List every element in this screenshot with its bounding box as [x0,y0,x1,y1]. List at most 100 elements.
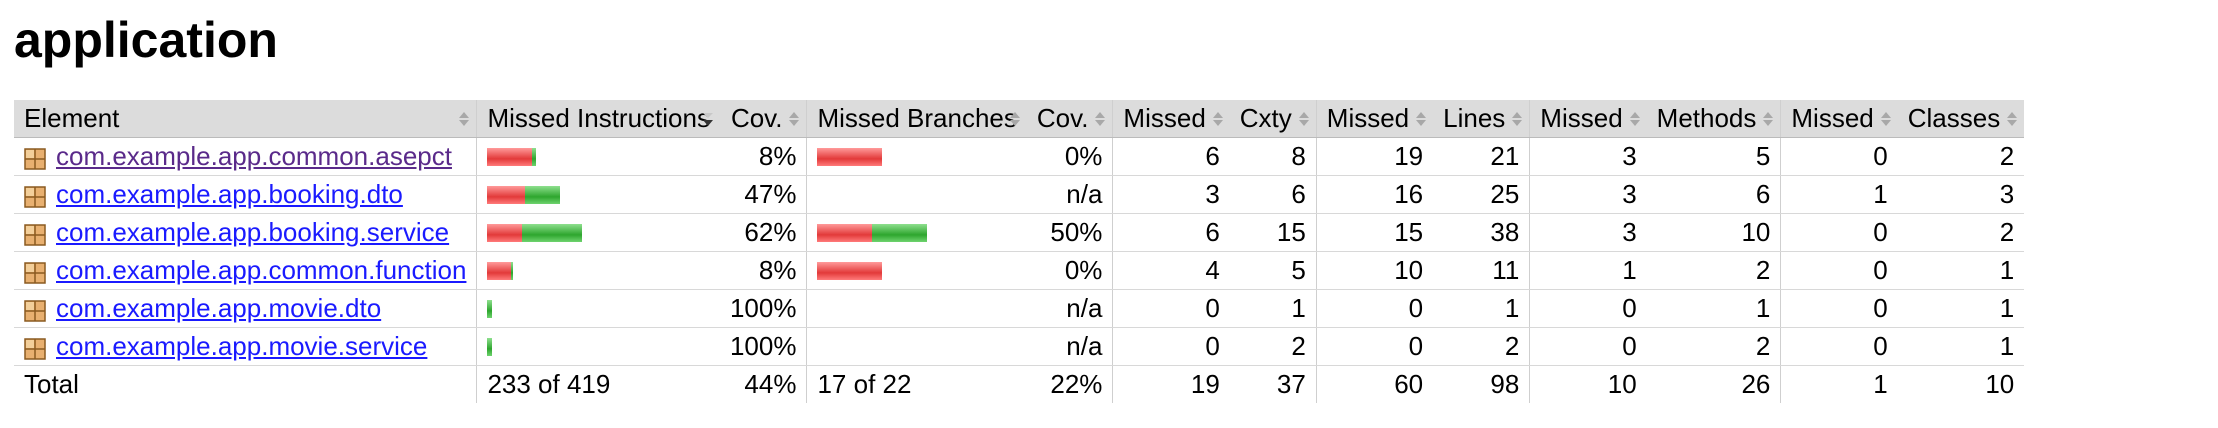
header-missed-instructions-label: Missed Instructions [487,103,710,133]
sort-descending-icon [702,110,714,128]
classes: 2 [1897,137,2025,176]
missed-classes: 0 [1780,213,1898,252]
branches-cov: n/a [1026,175,1113,214]
instructions-missed-bar-segment [487,261,512,280]
package-icon [24,260,46,284]
header-missed-cxty-label: Missed [1123,103,1206,133]
instructions-covered-bar-segment [522,223,583,242]
sort-arrows-icon [1629,110,1641,128]
methods: 1 [1646,289,1781,328]
header-branches-cov[interactable]: Cov. [1026,100,1113,138]
branches-covered-bar-segment [872,223,928,242]
package-icon [24,146,46,170]
lines: 2 [1433,327,1530,366]
branches-coverage-bar [817,261,1016,280]
cxty: 8 [1229,137,1317,176]
instructions-cov: 100% [719,289,807,328]
header-instructions-cov-label: Cov. [730,103,783,133]
header-missed-branches[interactable]: Missed Branches [806,100,1027,138]
instructions-missed-bar-segment [487,223,523,242]
package-link[interactable]: com.example.app.booking.dto [56,179,403,209]
header-classes[interactable]: Classes [1897,100,2025,138]
missed-classes: 0 [1780,289,1898,328]
package-link[interactable]: com.example.app.movie.service [56,331,428,361]
missed-methods: 3 [1529,175,1647,214]
lines: 25 [1433,175,1530,214]
table-row: com.example.app.movie.service 100% n/a 0 2 0 2… [14,327,2025,366]
header-missed-lines[interactable]: Missed [1315,100,1434,138]
classes: 1 [1897,327,2025,366]
sort-arrows-icon [1298,110,1310,128]
total-branches-cov: 22% [1050,369,1103,399]
branches-bar-cell [806,137,1027,176]
missed-cxty: 4 [1112,251,1230,290]
total-missed-classes: 1 [1780,365,1898,403]
missed-cxty: 3 [1112,175,1230,214]
sort-arrows-icon [1415,110,1427,128]
package-link[interactable]: com.example.app.movie.dto [56,293,382,323]
table-row: com.example.app.common.asepct 8% 0% 6 8 19 21 3… [14,137,2025,176]
table-row: com.example.app.common.function 8% 0% 4 5 10 1… [14,251,2025,290]
header-missed-branches-label: Missed Branches [817,103,1017,133]
cxty: 6 [1229,175,1317,214]
cxty: 5 [1229,251,1317,290]
package-link[interactable]: com.example.app.common.asepct [56,141,452,171]
methods: 6 [1646,175,1781,214]
missed-classes: 0 [1780,251,1898,290]
total-row: Total 233 of 419 44% 17 of 22 22% 19 37 … [14,365,2024,403]
package-link[interactable]: com.example.app.booking.service [56,217,450,247]
instructions-covered-bar-segment [487,299,493,318]
header-cxty[interactable]: Cxty [1229,100,1317,138]
header-instructions-cov[interactable]: Cov. [719,100,807,138]
header-lines-label: Lines [1443,103,1506,133]
branches-cov: 0% [1026,251,1113,290]
instructions-cov: 8% [719,251,807,290]
header-missed-classes[interactable]: Missed [1780,100,1898,138]
missed-lines: 16 [1315,175,1434,214]
header-element[interactable]: Element [14,100,477,138]
cxty: 2 [1229,327,1317,366]
instructions-coverage-bar [487,223,710,242]
instructions-bar-cell [476,213,720,252]
sort-arrows-icon [1880,110,1892,128]
missed-methods: 1 [1529,251,1647,290]
total-label: Total [24,369,79,399]
element-cell: com.example.app.booking.dto [14,175,477,214]
missed-lines: 0 [1315,327,1434,366]
missed-classes: 0 [1780,137,1898,176]
branches-cov: 50% [1026,213,1113,252]
header-missed-cxty[interactable]: Missed [1112,100,1230,138]
table-row: com.example.app.movie.dto 100% n/a 0 1 0 1 0 1 0 1 [14,289,2025,328]
header-missed-classes-label: Missed [1791,103,1874,133]
total-missed-instructions: 233 of 419 [476,365,720,403]
instructions-bar-cell [476,289,720,328]
package-icon [24,222,46,246]
missed-lines: 10 [1315,251,1434,290]
instructions-covered-bar-segment [525,185,561,204]
sort-arrows-icon [1511,110,1523,128]
package-link[interactable]: com.example.app.common.function [56,255,467,285]
sort-arrows-icon [788,110,800,128]
sort-arrows-icon [1212,110,1224,128]
element-cell: com.example.app.movie.service [14,327,477,366]
instructions-bar-cell [476,137,720,176]
branches-bar-cell [806,251,1027,290]
header-lines[interactable]: Lines [1433,100,1530,138]
classes: 3 [1897,175,2025,214]
header-missed-methods[interactable]: Missed [1529,100,1647,138]
instructions-cov: 62% [719,213,807,252]
cxty: 15 [1229,213,1317,252]
branches-coverage-bar [817,223,1016,242]
header-missed-instructions[interactable]: Missed Instructions [476,100,720,138]
table-header-row: Element Missed Instructions Cov. Missed … [14,100,2025,138]
element-cell: com.example.app.common.function [14,251,477,290]
instructions-cov: 8% [719,137,807,176]
missed-classes: 0 [1780,327,1898,366]
header-missed-methods-label: Missed [1540,103,1623,133]
instructions-covered-bar-segment [487,337,493,356]
classes: 2 [1897,213,2025,252]
header-methods[interactable]: Methods [1646,100,1781,138]
lines: 11 [1433,251,1530,290]
branches-coverage-bar [817,147,1016,166]
total-missed-lines: 60 [1315,365,1434,403]
